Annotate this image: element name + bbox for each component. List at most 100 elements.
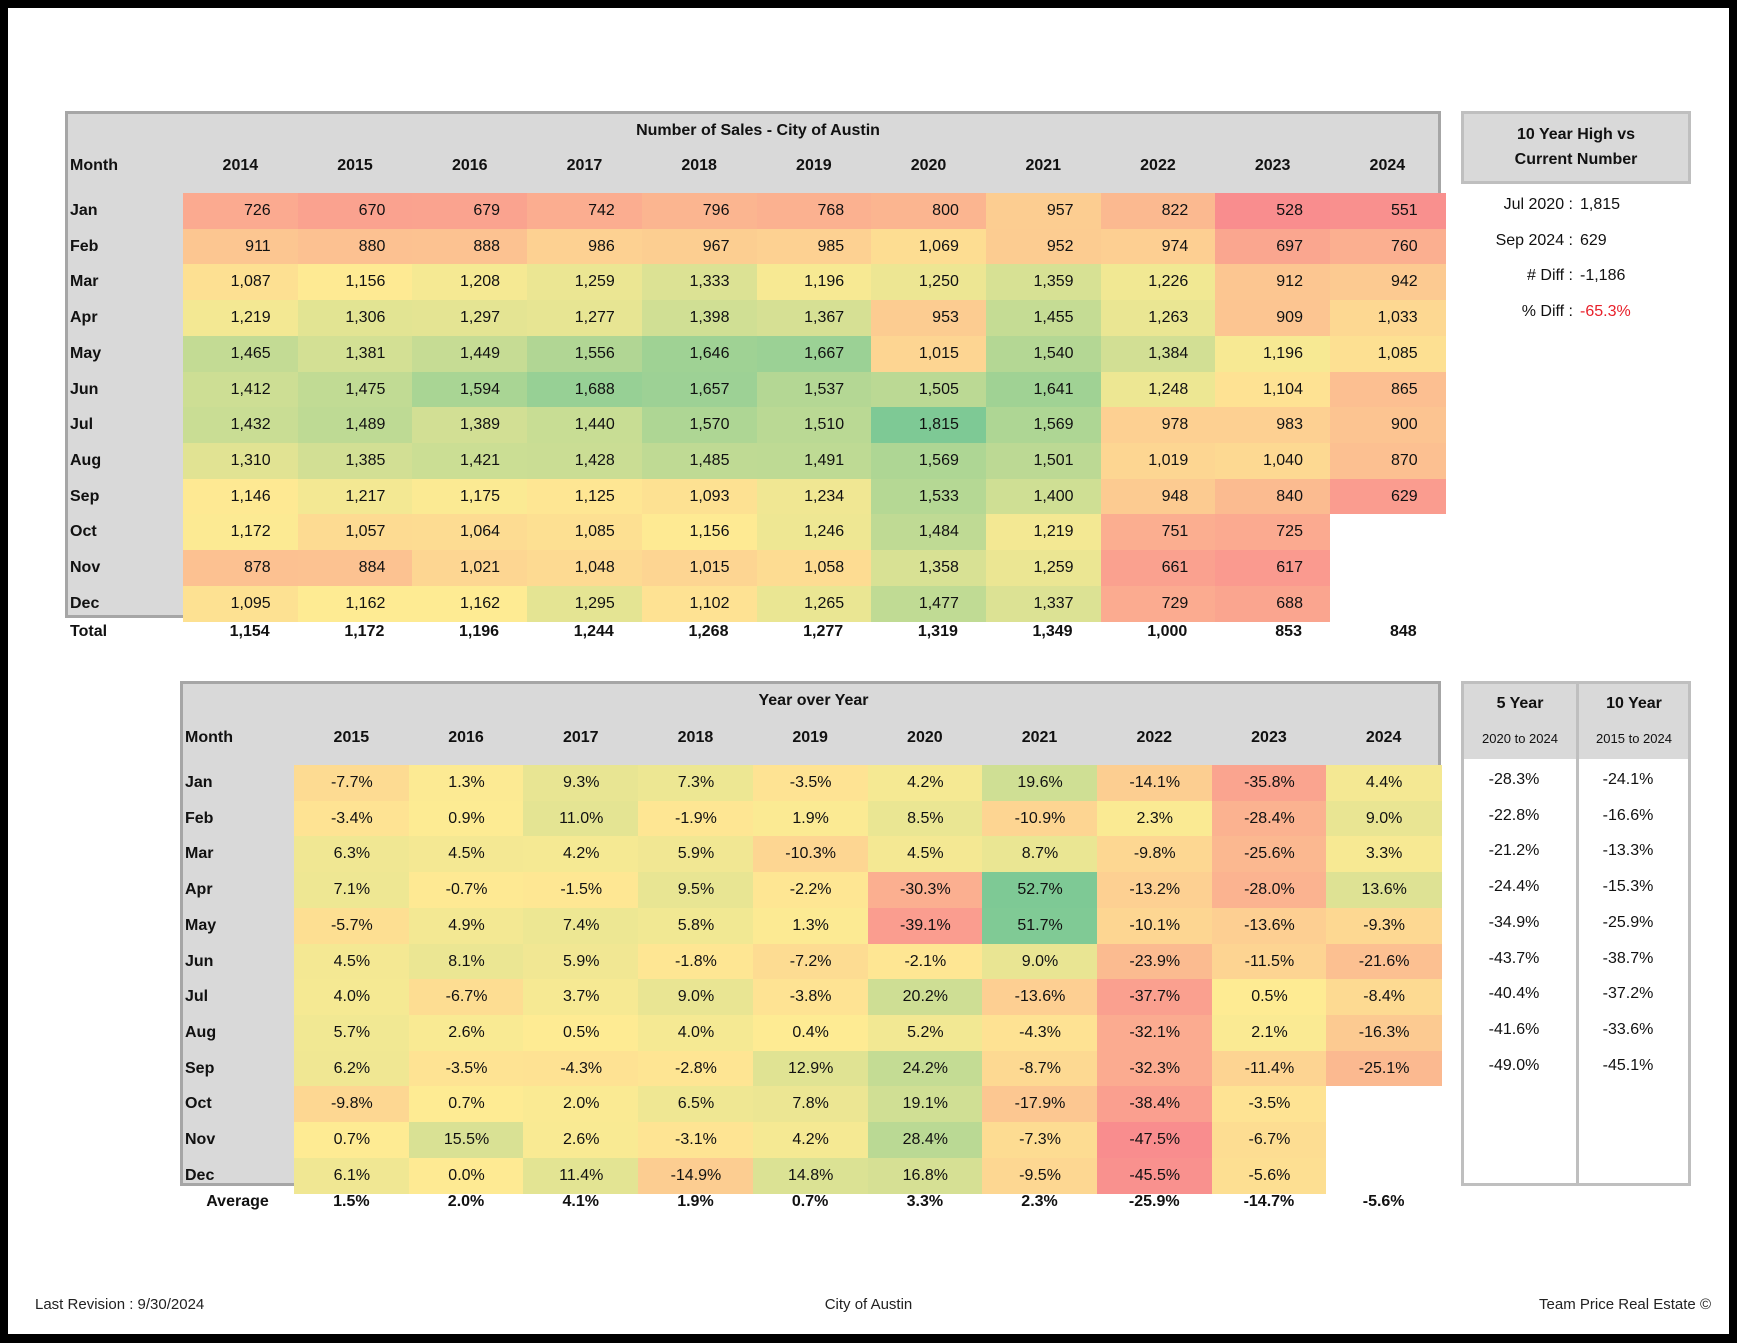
total-value: 853 <box>1275 623 1302 640</box>
yoy-cell: 16.8% <box>867 1157 984 1195</box>
yoy-cell: -14.9% <box>638 1157 754 1195</box>
month-label: May <box>70 344 102 362</box>
sales-cell: 1,048 <box>527 550 643 587</box>
yoy-cell: -3.5% <box>752 765 869 802</box>
sales-cell: 888 <box>412 228 529 266</box>
sales-cell: 528 <box>1215 193 1331 230</box>
year-header: 2022 <box>1140 157 1176 174</box>
yoy-cell: 11.0% <box>523 800 640 838</box>
yoy-cell: 2.3% <box>1096 800 1213 838</box>
year-header: 2018 <box>681 157 717 174</box>
yoy-cell: 6.2% <box>294 1050 410 1088</box>
yoy-cell: 0.4% <box>752 1014 869 1052</box>
sales-cell: 1,556 <box>527 335 643 373</box>
yoy-cell: 51.7% <box>982 907 1098 945</box>
yoy-cell: -45.5% <box>1096 1157 1213 1195</box>
period-value: -45.1% <box>1602 1056 1654 1074</box>
year-header: 2014 <box>222 157 259 174</box>
sales-cell: 909 <box>1215 300 1331 337</box>
period-value: -21.2% <box>1488 842 1540 860</box>
sales-cell: 1,485 <box>641 442 758 480</box>
average-value: 2.0% <box>447 1193 485 1210</box>
sales-cell: 1,297 <box>412 300 529 337</box>
total-value: 1,268 <box>688 623 729 640</box>
yoy-table-title: Year over Year <box>758 692 869 709</box>
sales-cell: 1,537 <box>756 371 873 409</box>
sales-cell: 1,398 <box>641 300 758 337</box>
yoy-cell: 11.4% <box>523 1157 640 1195</box>
month-label: Jul <box>185 988 209 1006</box>
yoy-cell: 5.9% <box>638 836 754 874</box>
sales-cell: 1,569 <box>985 407 1102 444</box>
sales-cell: 679 <box>412 193 529 230</box>
year-header: 2017 <box>566 157 603 174</box>
sales-cell: 796 <box>641 193 758 230</box>
month-label: Feb <box>185 809 214 827</box>
year-header: 2020 <box>910 157 947 174</box>
yoy-cell: 5.9% <box>523 943 640 981</box>
yoy-cell: 1.9% <box>752 800 869 838</box>
stat-value: -1,186 <box>1580 267 1626 285</box>
sales-cell: 1,015 <box>641 550 758 587</box>
period-value: -24.4% <box>1488 878 1540 896</box>
yoy-cell: -2.2% <box>752 872 869 909</box>
month-label: Feb <box>70 237 99 255</box>
sales-cell: 1,248 <box>1100 371 1217 409</box>
sales-cell: 729 <box>1100 585 1217 623</box>
total-value: 1,277 <box>803 623 844 640</box>
sales-cell: 1,641 <box>985 371 1102 409</box>
sales-cell: 983 <box>1215 407 1331 444</box>
sales-cell: 1,156 <box>297 264 414 302</box>
empty-cell <box>1330 514 1446 551</box>
sales-cell: 1,306 <box>297 300 414 337</box>
sales-cell: 1,015 <box>871 335 987 373</box>
sales-cell: 1,381 <box>297 335 414 373</box>
high-vs-current-title-line1: 10 Year High vs <box>1517 126 1635 143</box>
yoy-cell: 7.4% <box>523 907 640 945</box>
yoy-cell: -28.0% <box>1211 872 1328 909</box>
sales-cell: 1,489 <box>297 407 414 444</box>
month-label: Sep <box>70 487 100 505</box>
period-value: -40.4% <box>1488 985 1540 1003</box>
sales-cell: 1,540 <box>985 335 1102 373</box>
yoy-cell: 9.0% <box>982 943 1098 981</box>
sales-cell: 1,259 <box>527 264 643 302</box>
sales-cell: 1,412 <box>183 371 299 409</box>
yoy-cell: -21.6% <box>1326 943 1442 981</box>
sales-cell: 742 <box>527 193 643 230</box>
sales-cell: 800 <box>871 193 987 230</box>
sales-cell: 878 <box>183 550 299 587</box>
sales-cell: 1,234 <box>756 478 873 516</box>
yoy-cell: 9.3% <box>523 765 640 802</box>
sales-cell: 900 <box>1330 407 1446 444</box>
sales-cell: 1,475 <box>297 371 414 409</box>
sales-cell: 953 <box>871 300 987 337</box>
yoy-cell: 24.2% <box>867 1050 984 1088</box>
yoy-cell: 2.6% <box>408 1014 525 1052</box>
yoy-cell: 4.5% <box>867 836 984 874</box>
sales-cell: 1,021 <box>412 550 529 587</box>
sales-cell: 1,310 <box>183 442 299 480</box>
month-label: Apr <box>70 309 98 327</box>
month-label: Sep <box>185 1059 215 1077</box>
average-value: 0.7% <box>791 1193 829 1210</box>
month-label: Nov <box>70 559 101 576</box>
average-value: 3.3% <box>906 1193 944 1210</box>
sales-cell: 884 <box>297 550 414 587</box>
year-header: 2015 <box>337 157 373 174</box>
total-value: 848 <box>1389 623 1417 640</box>
month-label: Jan <box>185 774 213 791</box>
yoy-cell: 7.3% <box>638 765 754 802</box>
yoy-cell: 19.1% <box>867 1086 984 1123</box>
sales-cell: 1,501 <box>985 442 1102 480</box>
year-header: 2018 <box>677 729 714 746</box>
period-value: -33.6% <box>1602 1020 1654 1038</box>
yoy-cell: -13.2% <box>1096 872 1213 909</box>
yoy-cell: 4.0% <box>638 1014 754 1052</box>
sales-cell: 1,033 <box>1330 300 1446 337</box>
sales-cell: 1,440 <box>527 407 643 444</box>
sales-cell: 760 <box>1330 228 1446 266</box>
sales-cell: 1,333 <box>641 264 758 302</box>
sales-cell: 1,217 <box>297 478 414 516</box>
period-subtitle: 2020 to 2024 <box>1482 731 1558 746</box>
